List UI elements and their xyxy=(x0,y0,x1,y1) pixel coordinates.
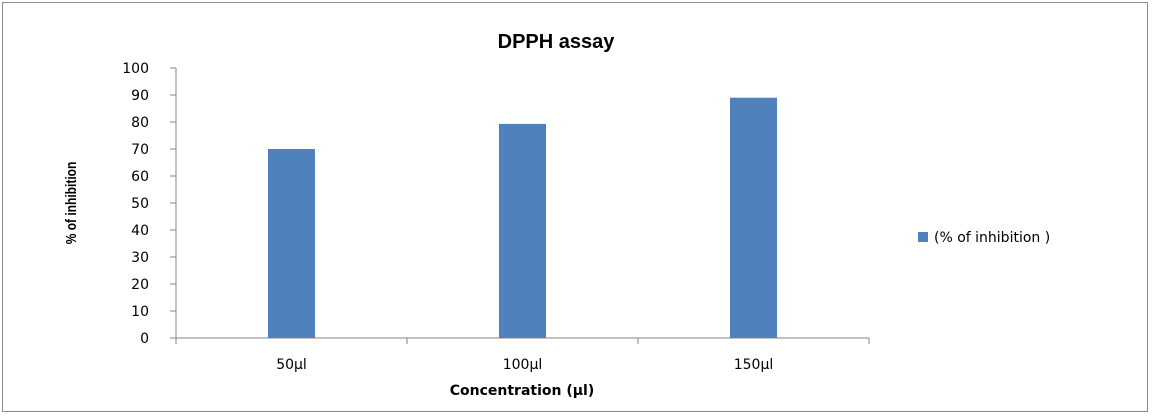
y-tick-label: 60 xyxy=(131,169,149,185)
chart-title: DPPH assay xyxy=(498,31,616,53)
x-tick-label: 50µl xyxy=(276,357,307,373)
y-tick-label: 30 xyxy=(131,250,149,266)
legend-label: (% of inhibition ) xyxy=(934,230,1050,246)
y-axis: 0 10 20 30 40 50 60 70 80 90 100 xyxy=(122,61,177,347)
chart-frame xyxy=(2,2,1148,412)
y-tick-label: 10 xyxy=(131,304,149,320)
bar-1 xyxy=(268,149,315,338)
x-tick-label: 100µl xyxy=(503,357,543,373)
y-tick-label: 90 xyxy=(131,88,149,104)
y-tick-label: 0 xyxy=(140,331,149,347)
x-tick-label: 150µl xyxy=(734,357,774,373)
y-tick-label: 40 xyxy=(131,223,149,239)
x-axis-label: Concentration (µl) xyxy=(450,383,595,399)
y-tick-label: 100 xyxy=(122,61,149,77)
y-tick-label: 50 xyxy=(131,196,149,212)
y-axis-label: % of inhibition xyxy=(63,162,80,245)
y-tick-label: 70 xyxy=(131,142,149,158)
legend-swatch xyxy=(918,232,928,242)
bar-3 xyxy=(730,97,777,338)
x-axis: 50µl 100µl 150µl xyxy=(175,337,870,373)
bars xyxy=(268,97,777,338)
legend: (% of inhibition ) xyxy=(918,230,1050,246)
bar-2 xyxy=(499,123,546,338)
y-tick-label: 20 xyxy=(131,277,149,293)
y-tick-label: 80 xyxy=(131,115,149,131)
